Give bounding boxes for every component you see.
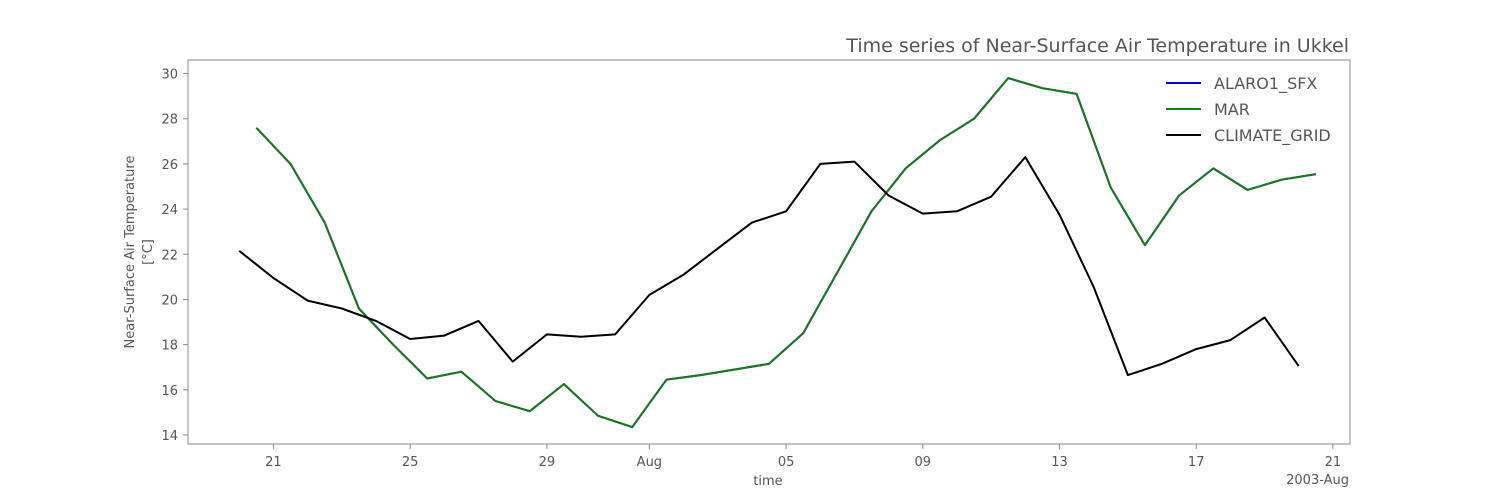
y-axis-label-line1: Near-Surface Air Temperature: [123, 156, 138, 349]
x-axis-offset-label: 2003-Aug: [1286, 473, 1349, 488]
y-tick-label: 14: [161, 429, 178, 444]
y-tick-label: 16: [161, 384, 178, 399]
x-tick-label: 09: [915, 455, 932, 470]
x-tick-label: 21: [1325, 455, 1342, 470]
x-tick-label: 25: [402, 455, 419, 470]
plot-frame: [187, 59, 1351, 445]
y-axis: 14 16 18 20 22 24 26 28 30: [161, 68, 188, 444]
x-tick-label: 21: [265, 455, 282, 470]
y-tick-label: 30: [161, 68, 178, 83]
series-line-mar: [255, 77, 1316, 429]
legend-label: ALARO1_SFX: [1214, 74, 1317, 94]
legend: ALARO1_SFX MAR CLIMATE_GRID: [1166, 74, 1331, 146]
y-axis-label-line2: [°C]: [141, 239, 156, 265]
x-tick-label: Aug: [637, 455, 662, 470]
x-tick-label: 13: [1051, 455, 1068, 470]
y-tick-label: 22: [161, 248, 178, 263]
series-lines: [238, 77, 1316, 429]
y-axis-label: Near-Surface Air Temperature [°C]: [123, 156, 156, 349]
y-tick-label: 18: [161, 339, 178, 354]
chart-title: Time series of Near-Surface Air Temperat…: [845, 35, 1349, 57]
series-line-climate-grid: [238, 156, 1300, 377]
legend-label: CLIMATE_GRID: [1214, 126, 1331, 146]
y-tick-label: 20: [161, 293, 178, 308]
legend-label: MAR: [1214, 100, 1250, 119]
y-tick-label: 26: [161, 158, 178, 173]
x-axis-label: time: [753, 474, 782, 489]
series-line-alaro1-sfx: [255, 77, 1316, 429]
y-tick-label: 24: [161, 203, 178, 218]
x-tick-label: 17: [1188, 455, 1205, 470]
x-tick-label: 05: [778, 455, 795, 470]
y-tick-label: 28: [161, 113, 178, 128]
x-axis: 21 25 29 Aug 05 09 13 17 21: [265, 444, 1341, 470]
x-tick-label: 29: [539, 455, 556, 470]
